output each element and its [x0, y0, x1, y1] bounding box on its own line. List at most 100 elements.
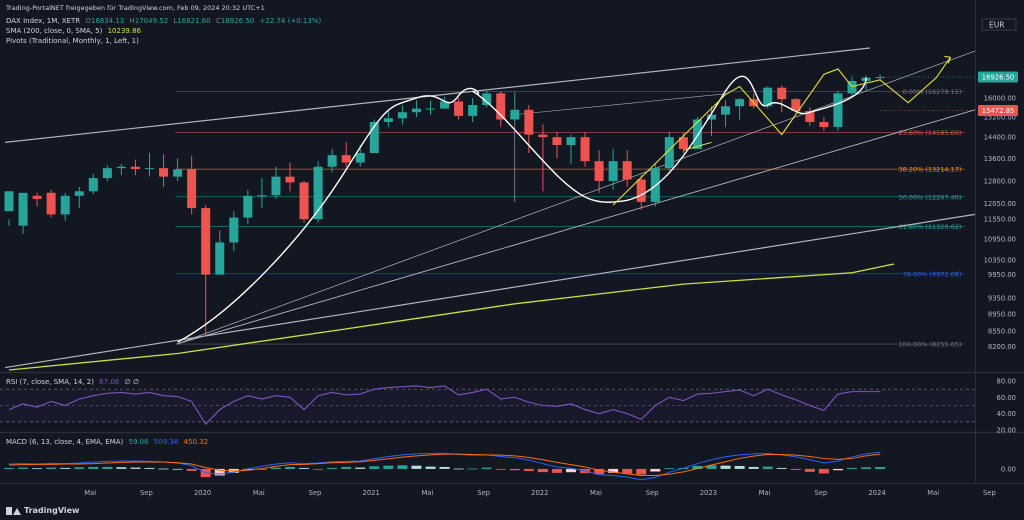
- candle-body[interactable]: [735, 99, 745, 107]
- sma-legend[interactable]: SMA (200, close, 0, SMA, 5) 10239.86: [6, 27, 144, 35]
- macd-histogram-bar: [313, 468, 324, 470]
- candle-body[interactable]: [566, 137, 576, 145]
- candle-body[interactable]: [102, 168, 112, 179]
- candle-body[interactable]: [847, 80, 857, 94]
- candle-body[interactable]: [369, 121, 379, 153]
- symbol-legend[interactable]: DAX Index, 1M, XETR O16834.13 H17049.52 …: [6, 17, 324, 25]
- time-tick-label: Sep: [814, 489, 827, 497]
- time-axis[interactable]: Mai Sep 2020 Mai Sep 2021 Mai Sep 2022 Mai Sep 2023…: [84, 489, 996, 497]
- pivots-legend[interactable]: Pivots (Traditional, Monthly, 1, Left, 1…: [6, 37, 139, 45]
- candle-body[interactable]: [777, 87, 787, 100]
- candle-body[interactable]: [496, 93, 506, 120]
- candle-body[interactable]: [383, 118, 393, 122]
- candle-body[interactable]: [4, 191, 14, 212]
- macd-histogram-bar: [383, 465, 394, 469]
- candle-body[interactable]: [327, 155, 337, 167]
- candle-body[interactable]: [116, 166, 126, 169]
- pivot-level-label: 50.00% (12267.40): [898, 193, 961, 201]
- price-marker-tag[interactable]: [978, 71, 1018, 83]
- candle-body[interactable]: [411, 108, 421, 113]
- candle-body[interactable]: [271, 176, 281, 196]
- candle-body[interactable]: [622, 161, 632, 180]
- candle-body[interactable]: [664, 137, 674, 169]
- tradingview-mark-icon: [6, 506, 21, 515]
- macd-legend[interactable]: MACD (6, 13, close, 4, EMA, EMA) 59.06 5…: [6, 438, 211, 446]
- candle-body[interactable]: [74, 191, 84, 196]
- candle-body[interactable]: [875, 77, 885, 79]
- candle-body[interactable]: [18, 192, 28, 226]
- price-tick-label: 10350.00: [984, 256, 1016, 264]
- candle-body[interactable]: [32, 195, 42, 199]
- candle-body[interactable]: [355, 152, 365, 163]
- candle-body[interactable]: [608, 161, 618, 181]
- macd-histogram-bar: [285, 466, 295, 469]
- currency-box[interactable]: [981, 18, 1017, 31]
- pivot-level-label: 38.20% (13214.17): [898, 166, 961, 174]
- trendline: [514, 93, 726, 115]
- macd-histogram-bar: [439, 466, 450, 469]
- time-tick-label: 2022: [531, 489, 548, 497]
- candle-body[interactable]: [426, 108, 435, 110]
- candle-body[interactable]: [187, 169, 197, 209]
- candle-body[interactable]: [88, 178, 98, 192]
- price-marker-tag[interactable]: [978, 104, 1018, 116]
- candle-body[interactable]: [636, 179, 646, 202]
- macd-signal-line: [8, 453, 881, 476]
- candle-body[interactable]: [313, 166, 323, 220]
- time-tick-label: Sep: [140, 489, 153, 497]
- candle-body[interactable]: [454, 101, 464, 116]
- macd-histogram-bar: [74, 467, 85, 469]
- candle-body[interactable]: [257, 195, 267, 197]
- candle-body[interactable]: [397, 112, 407, 119]
- macd-pane[interactable]: 0.00: [4, 451, 1016, 481]
- candle-body[interactable]: [721, 106, 731, 115]
- candle-body[interactable]: [833, 93, 843, 127]
- candle-body[interactable]: [243, 195, 253, 218]
- rsi-pane[interactable]: 80.00 60.00 40.00 20.00: [0, 378, 1016, 435]
- candle-body[interactable]: [594, 161, 604, 181]
- tradingview-logo[interactable]: TradingView: [6, 506, 79, 515]
- rsi-legend[interactable]: RSI (7, close, SMA, 14, 2) 67.08 ∅ ∅: [6, 378, 142, 386]
- candle-body[interactable]: [819, 121, 829, 127]
- candle-body[interactable]: [60, 195, 70, 215]
- candle-body[interactable]: [229, 217, 239, 243]
- candle-body[interactable]: [285, 176, 295, 183]
- candle-body[interactable]: [299, 182, 309, 220]
- candle-body[interactable]: [482, 93, 492, 106]
- macd-signal-value: 450.32: [183, 438, 209, 446]
- macd-histogram-bar: [509, 468, 520, 471]
- candle-body[interactable]: [173, 169, 183, 177]
- price-axis[interactable]: 16000.00 15200.00 14400.00 13600.00 12800.00…: [880, 71, 1018, 352]
- candle-body[interactable]: [763, 87, 773, 107]
- macd-histogram-bar: [411, 465, 422, 469]
- candle-body[interactable]: [678, 137, 688, 149]
- ohlc-change: +22.74 (+0.13%): [259, 17, 322, 25]
- candle-body[interactable]: [159, 168, 169, 177]
- grid-layer: [0, 0, 1024, 484]
- time-tick-label: Mai: [759, 489, 771, 497]
- candle-body[interactable]: [341, 155, 351, 163]
- candle-body[interactable]: [468, 105, 478, 116]
- macd-histogram-bar: [453, 468, 464, 470]
- macd-histogram-bar: [60, 467, 71, 469]
- macd-histogram-bar: [847, 467, 857, 469]
- candle-body[interactable]: [201, 208, 211, 275]
- candle-body[interactable]: [46, 192, 56, 215]
- candle-body[interactable]: [440, 101, 450, 109]
- projection-path: [612, 56, 951, 206]
- candle-body[interactable]: [791, 99, 801, 111]
- candle-body[interactable]: [538, 134, 548, 138]
- candle-body[interactable]: [552, 137, 562, 145]
- candle-body[interactable]: [215, 242, 225, 275]
- candle-body[interactable]: [580, 137, 590, 162]
- candle-body[interactable]: [524, 109, 534, 135]
- candle-body[interactable]: [130, 166, 140, 169]
- candle-body[interactable]: [805, 110, 815, 122]
- candle-body[interactable]: [510, 109, 520, 120]
- macd-histogram-bar: [299, 467, 310, 469]
- candle-body[interactable]: [707, 114, 716, 120]
- ohlc-close: 16926.50: [220, 17, 255, 25]
- candle-body[interactable]: [145, 168, 154, 170]
- macd-histogram-bar: [594, 468, 605, 475]
